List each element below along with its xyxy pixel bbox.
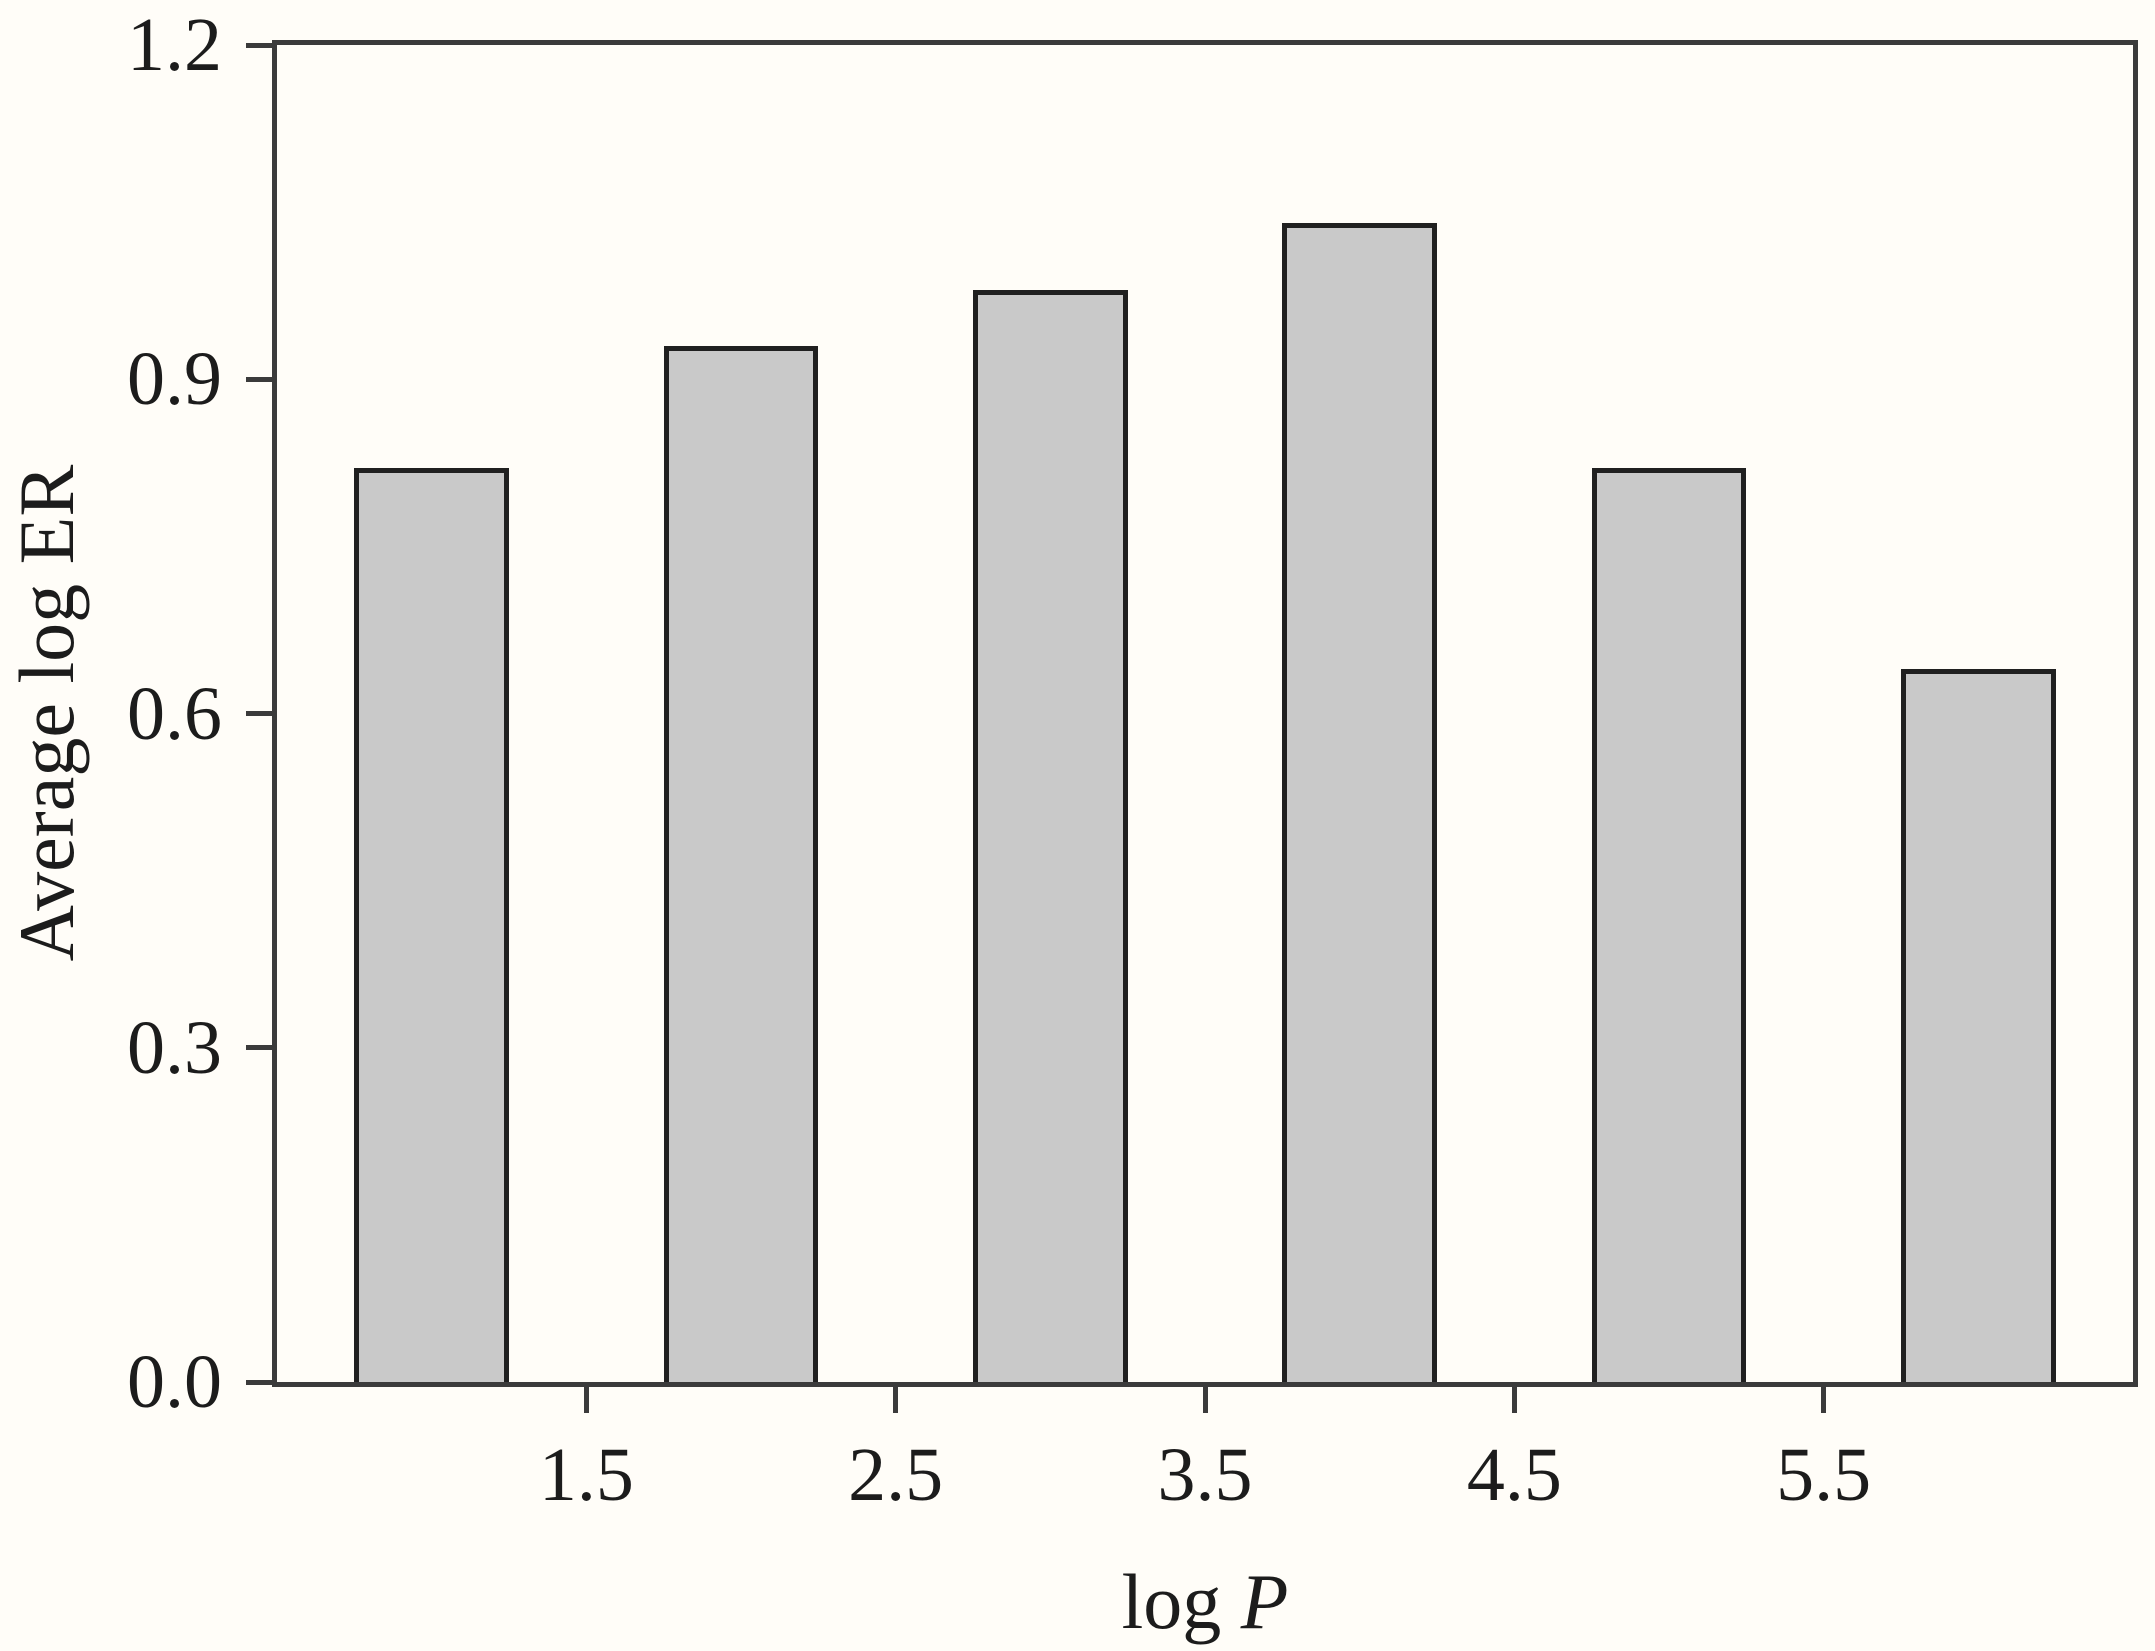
- bar: [663, 345, 819, 1382]
- x-axis-title: log P: [1122, 1563, 1289, 1641]
- y-tick-label: 0.9: [127, 337, 222, 422]
- x-tick: [1511, 1387, 1517, 1413]
- y-tick-label: 1.2: [127, 3, 222, 87]
- bar: [354, 468, 509, 1382]
- x-tick: [893, 1387, 899, 1413]
- bar: [973, 290, 1128, 1382]
- y-tick: [246, 42, 272, 48]
- x-tick: [583, 1387, 589, 1413]
- y-tick: [246, 376, 272, 382]
- x-tick-label: 1.5: [538, 1433, 634, 1517]
- x-tick-label: 4.5: [1466, 1433, 1562, 1517]
- y-tick: [246, 711, 272, 716]
- x-tick-label: 2.5: [848, 1433, 944, 1517]
- x-tick: [1821, 1387, 1827, 1413]
- bar: [1282, 223, 1437, 1382]
- x-axis-title-prefix: log: [1121, 1558, 1222, 1645]
- x-tick: [1202, 1387, 1208, 1413]
- y-tick-label: 0.6: [127, 671, 222, 756]
- x-tick-label: 5.5: [1776, 1433, 1872, 1517]
- bar: [1901, 668, 2056, 1382]
- x-tick-label: 3.5: [1157, 1433, 1253, 1517]
- y-tick-label: 0.0: [127, 1340, 222, 1424]
- plot-area: [272, 40, 2138, 1387]
- y-tick: [246, 1045, 272, 1051]
- bar: [1591, 468, 1747, 1382]
- x-axis-title-variable: P: [1240, 1558, 1289, 1645]
- y-tick-label: 0.3: [127, 1005, 222, 1090]
- y-tick: [246, 1379, 272, 1385]
